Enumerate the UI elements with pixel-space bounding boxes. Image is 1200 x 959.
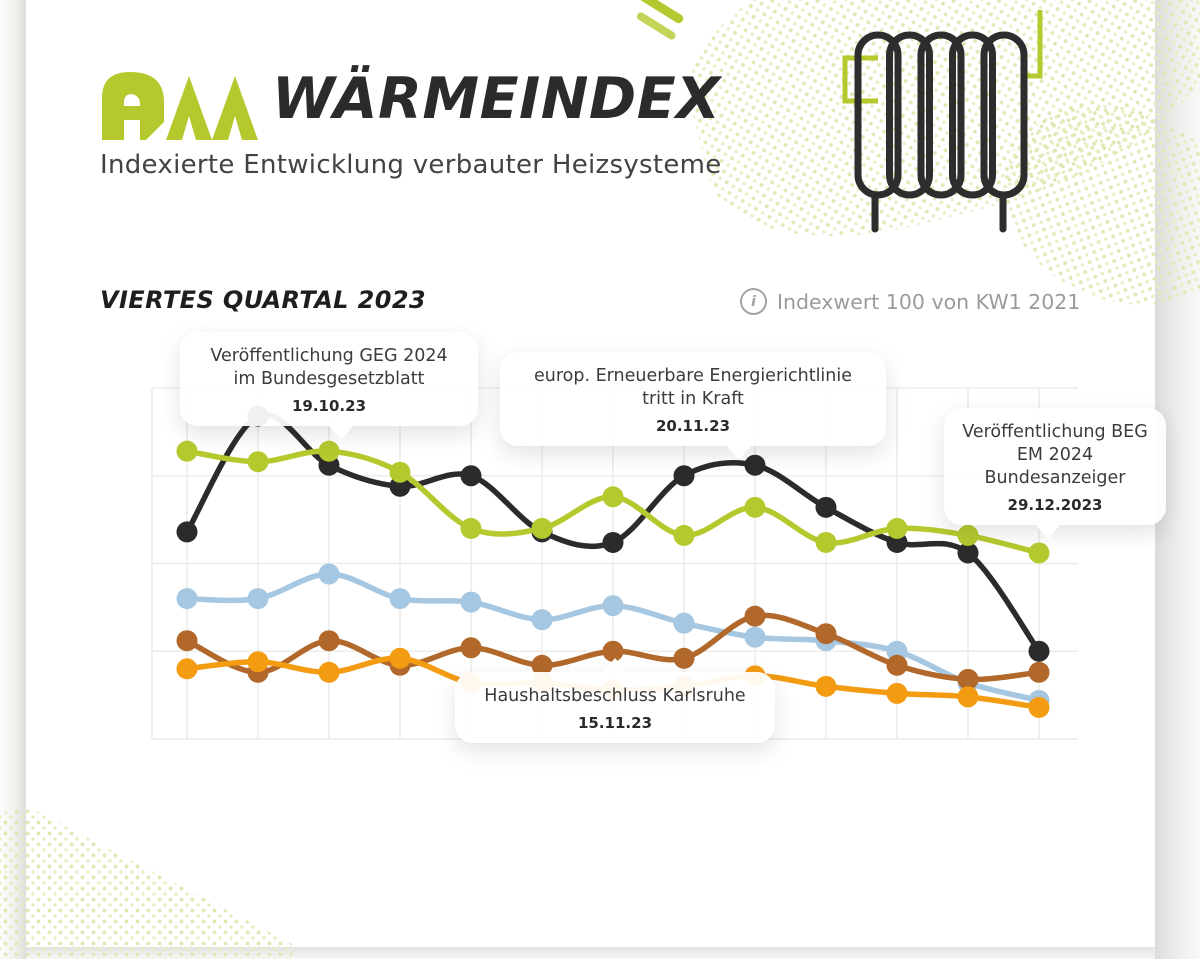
page-title: WÄRMEINDEX: [272, 66, 721, 132]
annotation-text: Veröffentlichung BEG EM 2024 Bundesanzei…: [962, 422, 1148, 489]
annotation-text: Veröffentlichung GEG 2024 im Bundesgeset…: [210, 346, 448, 390]
annotation-text: europ. Erneuerbare Energierichtlinie tri…: [533, 366, 853, 410]
annotation-callout-geg: Veröffentlichung GEG 2024 im Bundesgeset…: [180, 332, 478, 427]
annotation-date: 20.11.23: [655, 417, 731, 436]
index-note-text: Indexwert 100 von KW1 2021: [777, 289, 1081, 314]
annotation-date: 15.11.23: [577, 714, 653, 733]
page-subtitle: Indexierte Entwicklung verbauter Heizsys…: [100, 150, 722, 180]
daa-logo: [102, 72, 258, 140]
info-icon: i: [740, 288, 767, 315]
radiator-icon: [842, 10, 1043, 233]
lime-streak-decoration: [612, 0, 698, 42]
index-note: i Indexwert 100 von KW1 2021: [740, 288, 1085, 315]
annotation-date: 29.12.2023: [1007, 496, 1103, 515]
annotation-callout-beg: Veröffentlichung BEG EM 2024 Bundesanzei…: [944, 408, 1166, 526]
annotation-text: Haushaltsbeschluss Karlsruhe: [484, 686, 746, 706]
annotation-date: 19.10.23: [291, 397, 367, 416]
annotation-callout-energierichtlinie: europ. Erneuerbare Energierichtlinie tri…: [500, 352, 886, 447]
annotation-callout-karlsruhe: Haushaltsbeschluss Karlsruhe 15.11.23: [455, 672, 775, 744]
page-edge-left: [0, 0, 26, 959]
page-edge-bottom: [26, 947, 1155, 959]
chart-title: VIERTES QUARTAL 2023: [100, 286, 427, 314]
